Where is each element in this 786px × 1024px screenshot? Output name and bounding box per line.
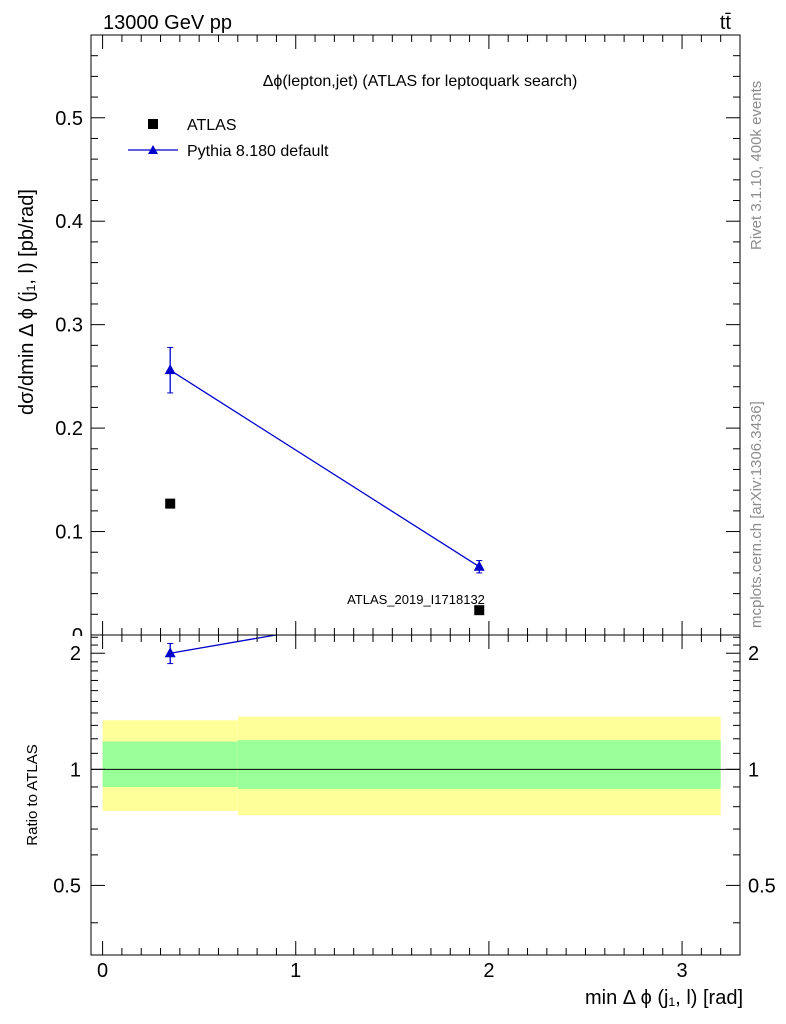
ratio-pythia-line [170,635,280,654]
main-marks [164,346,485,616]
x-axis-label: min Δ ϕ (j₁, l) [rad] [585,987,743,1009]
main-y-tick-label-4: 0.4 [55,211,83,233]
legend: ATLAS Pythia 8.180 default [128,117,329,160]
legend-atlas-marker [148,119,158,129]
ratio-pythia-point-0 [164,647,176,658]
process-label: tt̄ [720,12,732,34]
x-tick-label-1: 1 [290,960,301,982]
main-y-tick-label-5: 0.5 [55,108,83,130]
uncertainty-band-inner-1 [237,740,721,789]
main-y-tick-label-3: 0.3 [55,315,83,337]
ratio-y-tick-label-2: 2 [70,643,81,665]
main-y-tick-label-2: 0.2 [55,418,83,440]
main-y-ticks: 00.10.20.30.40.5 [55,35,740,650]
ratio-marks [164,635,280,665]
ratio-y-axis-label: Ratio to ATLAS [24,744,41,845]
ratio-y-tick-label-1: 1 [70,759,81,781]
x-tick-label-3: 3 [676,960,687,982]
pythia-line [169,369,480,568]
ratio-panel: 0.5 0.5 1 1 2 2 0 1 2 3 Ratio to ATLAS min Δ ϕ (… [24,634,776,1009]
ratio-y-tick-label-0: 0.5 [53,875,81,897]
main-zero-mask [61,636,89,650]
legend-atlas-label: ATLAS [187,117,237,134]
main-y-axis-label: dσ/dmin Δ ϕ (j₁, l) [pb/rad] [16,189,38,415]
rivet-label: Rivet 3.1.10, 400k events [748,81,765,250]
ratio-x-ticks: 0 1 2 3 [97,635,722,982]
legend-pythia-label: Pythia 8.180 default [187,143,329,160]
atlas-point-1 [474,605,485,616]
ratio-y-tick-label-right-2: 2 [748,643,759,665]
main-panel: Δϕ(lepton,jet) (ATLAS for leptoquark sea… [16,34,741,650]
ratio-frame [90,634,741,956]
legend-pythia-marker [148,145,158,154]
uncertainty-band-inner-0 [102,741,238,787]
pythia-point-1 [473,560,485,571]
pythia-point-0 [164,364,176,375]
watermark-label: ATLAS_2019_I1718132 [347,592,485,607]
x-tick-label-2: 2 [483,960,494,982]
ratio-y-tick-label-right-0: 0.5 [748,875,776,897]
x-tick-label-0: 0 [97,960,108,982]
ratio-bands [102,716,721,816]
atlas-point-0 [165,498,176,509]
ratio-y-ticks: 0.5 0.5 1 1 2 2 [53,636,776,924]
mcplots-label: mcplots.cern.ch [arXiv:1306.3436] [748,401,765,628]
ratio-y-tick-label-right-1: 1 [748,759,759,781]
main-y-tick-label-1: 0.1 [55,522,83,544]
main-title: Δϕ(lepton,jet) (ATLAS for leptoquark sea… [263,73,578,90]
energy-label: 13000 GeV pp [103,12,232,34]
